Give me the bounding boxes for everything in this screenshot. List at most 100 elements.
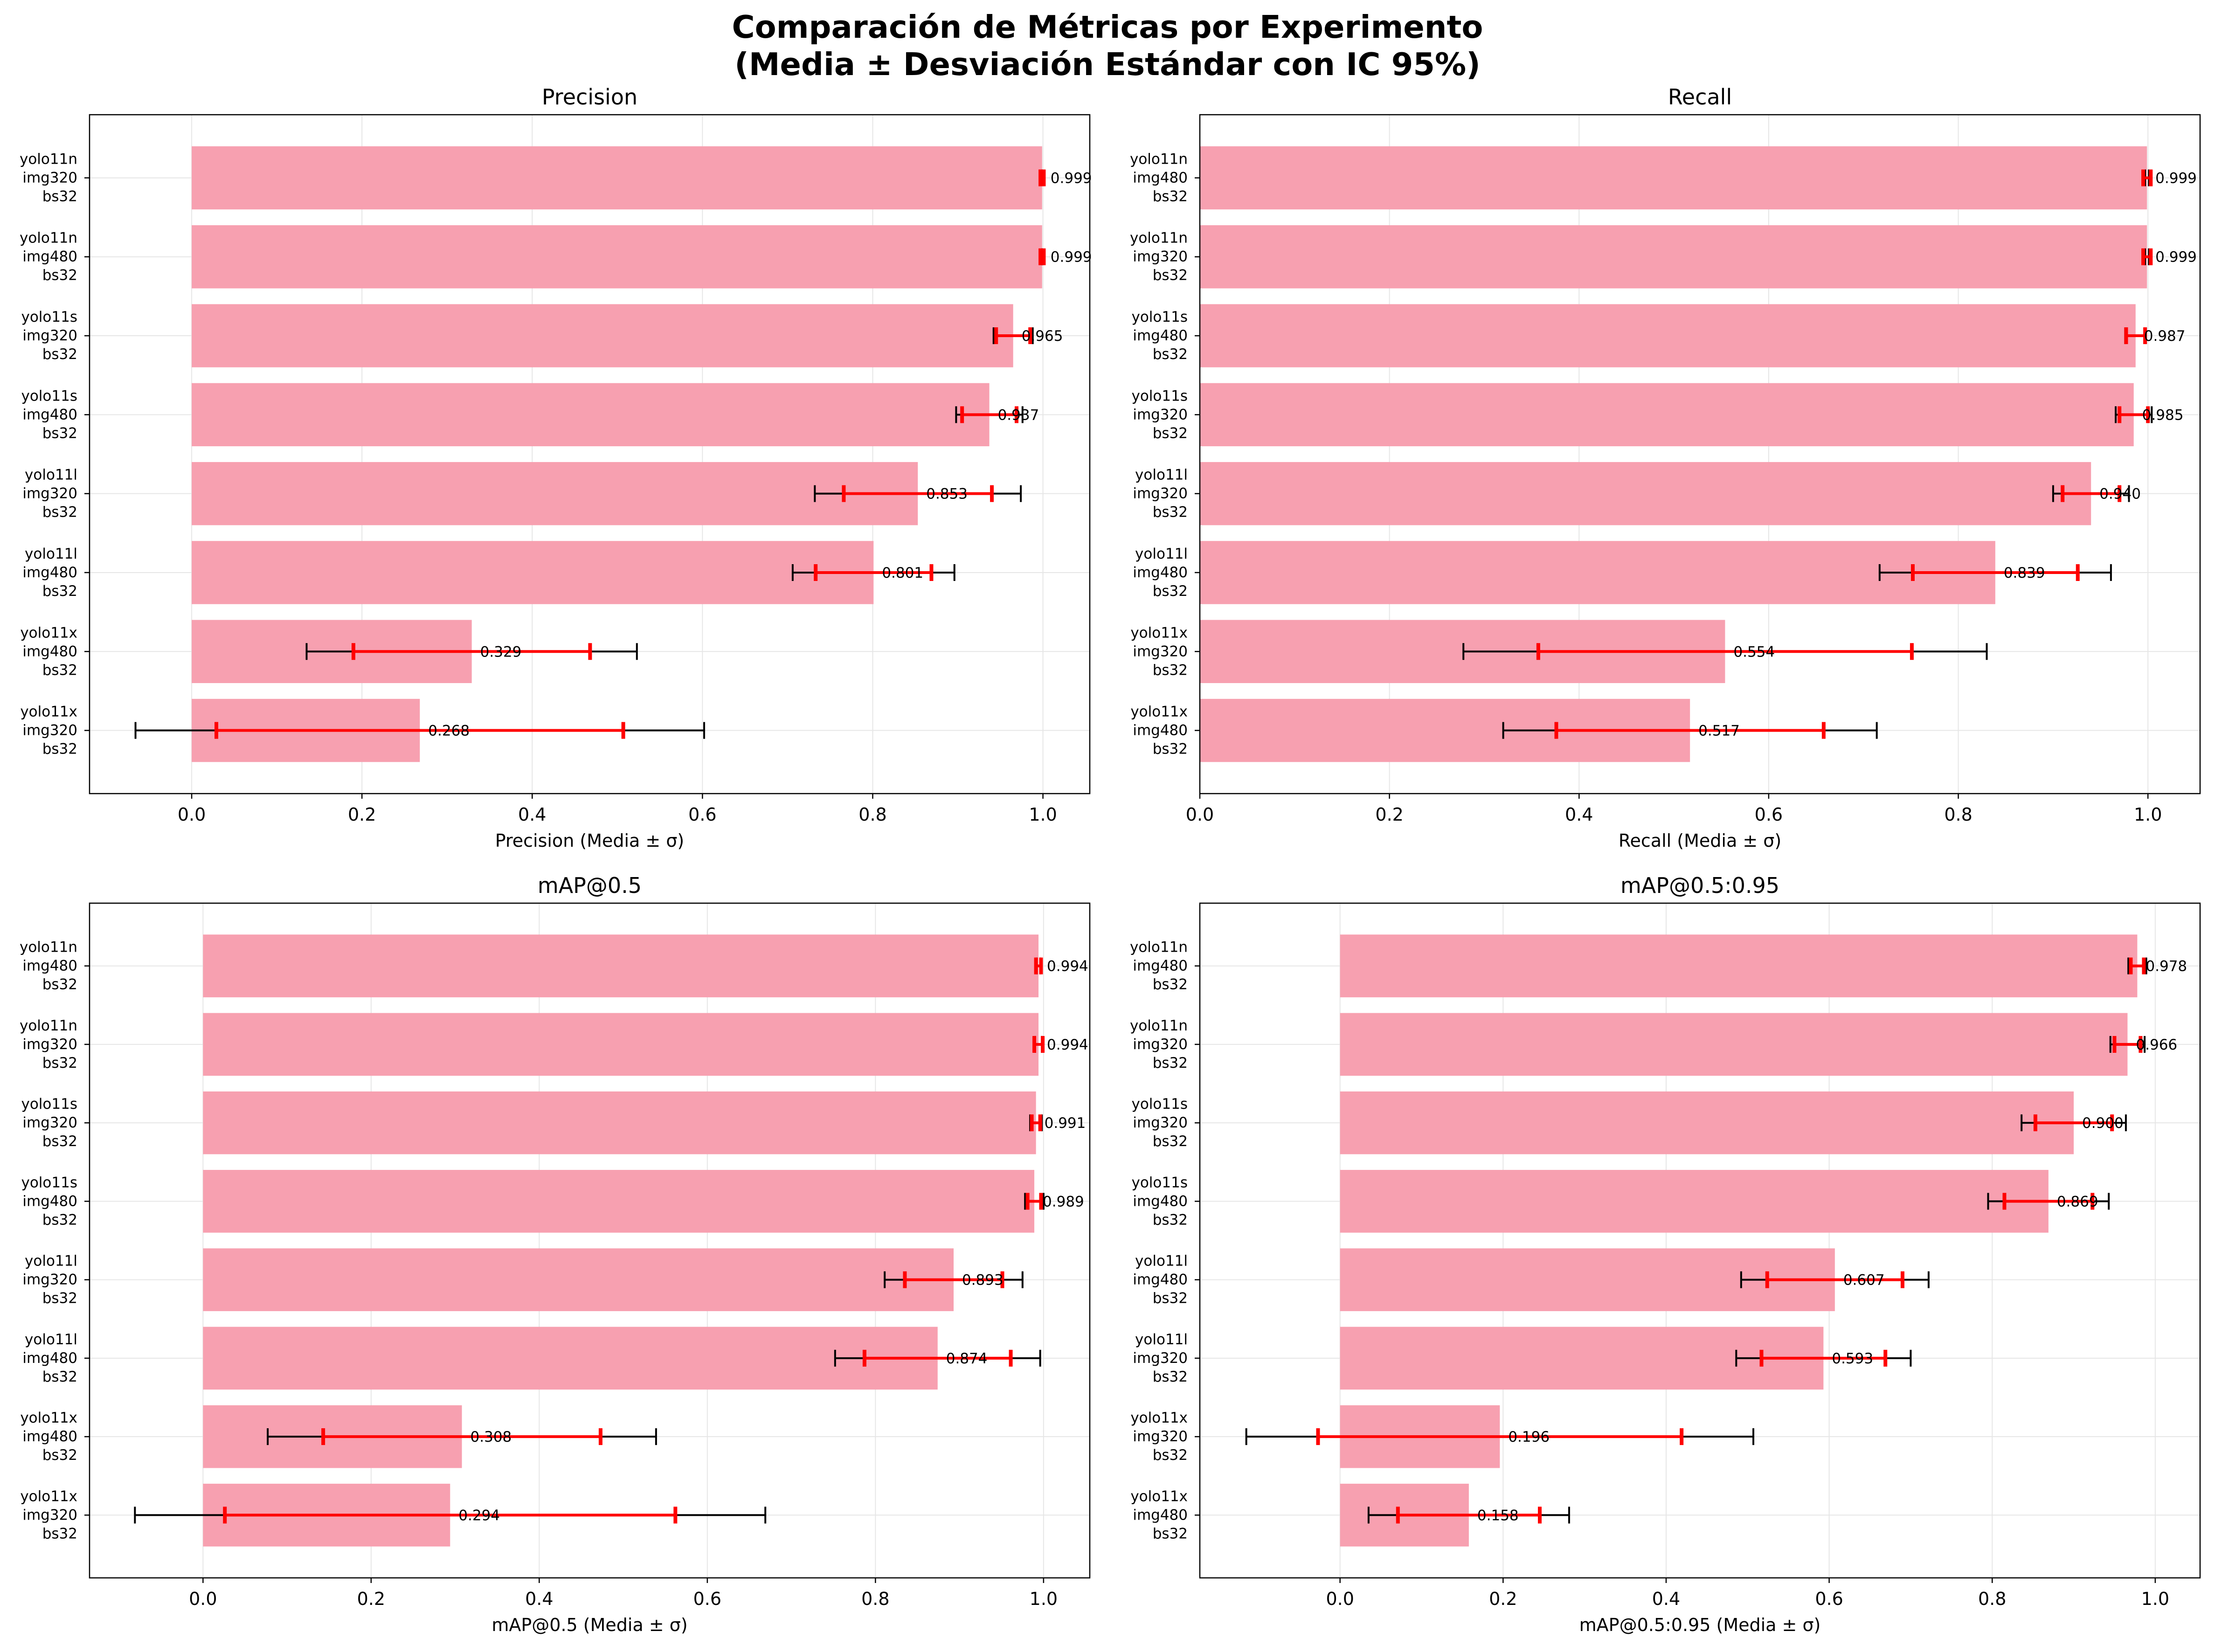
x-tick-label: 0.4 — [1565, 804, 1593, 825]
data-label: 0.593 — [1832, 1350, 1873, 1367]
y-tick-label: bs32 — [1153, 1447, 1188, 1464]
y-tick-label: img480 — [1133, 327, 1188, 344]
y-tick-label: bs32 — [1153, 267, 1188, 284]
y-tick-label: yolo11n — [20, 151, 77, 167]
x-axis-label: Recall (Media ± σ) — [1619, 830, 1781, 851]
y-tick-label: yolo11l — [1135, 1253, 1188, 1270]
y-tick-label: yolo11s — [21, 1174, 78, 1191]
data-label: 0.869 — [2057, 1193, 2098, 1210]
y-tick-label: bs32 — [42, 976, 77, 993]
axes-frame — [89, 114, 1091, 795]
y-tick-label: bs32 — [1153, 346, 1188, 363]
y-tick-label: bs32 — [1153, 1290, 1188, 1307]
bar — [192, 383, 990, 447]
x-tick-label: 0.4 — [518, 804, 546, 825]
y-tick-label: yolo11s — [1132, 309, 1188, 325]
y-tick-label: img480 — [1133, 1193, 1188, 1210]
y-tick-label: img320 — [22, 1507, 77, 1523]
y-tick-label: bs32 — [42, 346, 77, 363]
x-tick-label: 0.8 — [1944, 804, 1972, 825]
x-tick-label: 0.6 — [693, 1589, 721, 1609]
data-label: 0.554 — [1733, 643, 1775, 660]
y-tick-label: img320 — [1133, 1350, 1188, 1367]
axes-frame — [1199, 114, 2201, 795]
y-tick-label: yolo11l — [25, 546, 77, 562]
x-tick-label: 0.0 — [1326, 1589, 1354, 1609]
y-tick-label: yolo11x — [20, 704, 77, 720]
x-tick-label: 0.6 — [1755, 804, 1783, 825]
data-label: 0.874 — [946, 1350, 988, 1367]
y-tick-label: img320 — [22, 485, 77, 502]
data-label: 0.308 — [471, 1429, 512, 1445]
data-label: 0.989 — [1043, 1193, 1084, 1210]
y-tick-label: yolo11l — [25, 1253, 77, 1270]
data-label: 0.893 — [962, 1272, 1004, 1289]
figure-title-line2: (Media ± Desviación Estándar con IC 95%) — [734, 46, 1481, 83]
y-tick-label: img480 — [1133, 1507, 1188, 1523]
data-label: 0.994 — [1047, 1037, 1088, 1053]
bar — [1200, 146, 2147, 210]
x-axis-label: mAP@0.5:0.95 (Media ± σ) — [1579, 1615, 1821, 1635]
y-tick-label: bs32 — [42, 1133, 77, 1150]
bar — [192, 146, 1042, 210]
y-tick-label: img480 — [1133, 1272, 1188, 1288]
x-tick-label: 0.2 — [348, 804, 376, 825]
x-tick-label: 0.0 — [178, 804, 206, 825]
y-tick-label: img320 — [22, 722, 77, 739]
x-tick-label: 0.8 — [1978, 1589, 2006, 1609]
y-tick-label: img320 — [1133, 643, 1188, 660]
y-tick-label: yolo11n — [20, 939, 77, 956]
data-label: 0.853 — [926, 486, 968, 503]
x-tick-label: 1.0 — [2134, 804, 2162, 825]
bar — [192, 225, 1042, 289]
y-tick-label: bs32 — [42, 1369, 77, 1385]
y-tick-label: bs32 — [42, 583, 77, 600]
data-label: 0.999 — [2155, 170, 2197, 187]
bar — [1200, 383, 2134, 447]
x-tick-label: 0.2 — [1489, 1589, 1517, 1609]
bar — [1340, 1170, 2049, 1233]
y-tick-label: bs32 — [1153, 1369, 1188, 1385]
y-tick-label: img320 — [1133, 1114, 1188, 1131]
data-label: 0.196 — [1508, 1429, 1550, 1445]
y-tick-label: bs32 — [1153, 1133, 1188, 1150]
y-tick-label: yolo11x — [1130, 1410, 1188, 1426]
y-tick-label: img480 — [1133, 722, 1188, 739]
y-tick-label: bs32 — [1153, 1055, 1188, 1071]
y-tick-label: img480 — [22, 564, 77, 581]
data-label: 0.900 — [2082, 1115, 2124, 1132]
y-tick-label: img480 — [22, 958, 77, 975]
data-label: 0.158 — [1477, 1507, 1519, 1524]
y-tick-label: bs32 — [1153, 425, 1188, 442]
data-label: 0.294 — [458, 1507, 500, 1524]
y-tick-label: yolo11x — [20, 1410, 77, 1426]
y-tick-label: bs32 — [1153, 504, 1188, 521]
y-tick-label: yolo11x — [20, 624, 77, 641]
y-tick-label: yolo11l — [1135, 467, 1188, 484]
y-tick-label: img480 — [1133, 564, 1188, 581]
data-label: 0.999 — [1051, 249, 1092, 266]
y-tick-label: yolo11n — [1130, 230, 1188, 247]
y-tick-label: bs32 — [42, 425, 77, 442]
bar — [203, 1013, 1039, 1076]
y-tick-label: bs32 — [1153, 1525, 1188, 1542]
axes-title: mAP@0.5 — [538, 873, 642, 898]
y-tick-label: img480 — [22, 643, 77, 660]
data-label: 0.966 — [2136, 1037, 2177, 1053]
bar — [203, 1091, 1036, 1154]
y-tick-label: yolo11n — [1130, 1017, 1188, 1034]
y-tick-label: bs32 — [42, 1525, 77, 1542]
x-axis-label: Precision (Media ± σ) — [495, 830, 685, 851]
y-tick-label: bs32 — [42, 188, 77, 205]
x-tick-label: 1.0 — [1030, 1589, 1058, 1609]
bar — [203, 1170, 1035, 1233]
axes-title: Recall — [1668, 84, 1732, 110]
bar — [1340, 934, 2138, 997]
y-tick-label: img320 — [22, 1114, 77, 1131]
y-tick-label: yolo11s — [21, 1096, 78, 1113]
data-label: 0.991 — [1045, 1115, 1086, 1132]
data-label: 0.940 — [2099, 486, 2141, 503]
